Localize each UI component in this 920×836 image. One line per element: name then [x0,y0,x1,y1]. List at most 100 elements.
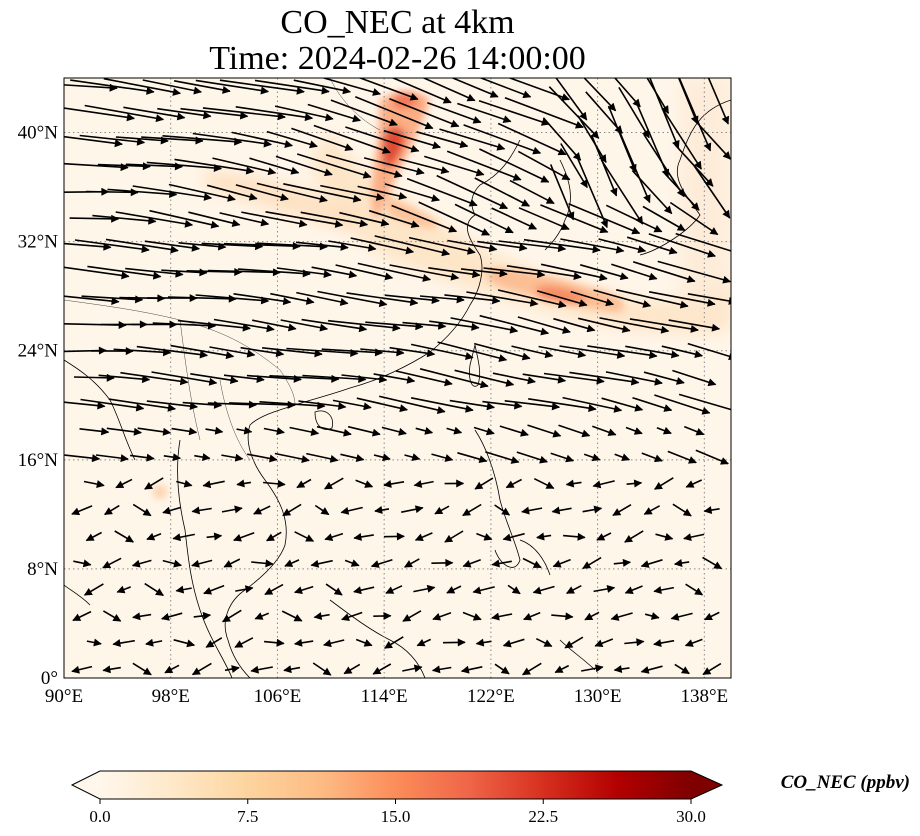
wind-vector-arrow [195,294,270,305]
wind-vector-arrow [340,453,365,462]
wind-vector-arrow [570,290,615,307]
wind-vector-arrow [102,557,122,569]
wind-vector-arrow [569,371,640,386]
wind-vector-arrow [206,532,223,541]
wind-vector-arrow [162,559,182,568]
wind-vector-arrow [372,663,392,675]
lon-tick-label: 106°E [254,686,302,707]
wind-vector-arrow [558,424,591,438]
wind-vector-arrow [219,79,305,95]
wind-vector-arrow [476,532,493,541]
wind-vector-arrow [146,161,222,172]
wind-vector-arrow [617,128,651,204]
wind-vector-arrow [675,232,731,252]
wind-vector-arrow [601,397,644,412]
wind-vector-arrow [129,453,155,462]
wind-vector-arrow [527,424,562,438]
wind-vector-arrow [552,558,571,568]
wind-vector-arrow [212,157,277,176]
plume-east-sea-core [535,286,588,303]
wind-vector-arrow [168,183,236,202]
plume-north-china-core [383,127,405,168]
wind-vector-arrow [491,207,538,230]
wind-vector-arrow [383,480,405,488]
wind-vector-arrow [368,209,420,228]
wind-vector-arrow [548,86,600,139]
wind-vector-arrow [605,371,663,386]
wind-vector-arrow [693,118,731,160]
wind-vector-arrow [678,393,731,411]
wind-vector-arrow [207,268,281,277]
wind-vector-arrow [587,345,658,360]
wind-vector-arrow [685,583,704,596]
lat-tick-labels: 0° 8°N 16°N 24°N 32°N 40°N [18,123,59,689]
wind-vector-arrow [203,584,225,595]
wind-vector-arrow [112,639,135,648]
wind-vector-arrow [522,373,567,384]
wind-vector-arrow [447,239,498,253]
wind-vector-arrow [191,662,212,676]
wind-vector-arrow [402,610,422,622]
wind-vector-arrow [313,612,330,621]
wind-vector-arrow [444,294,501,305]
wind-vector-arrow [535,637,553,648]
wind-vector-arrow [223,242,301,251]
wind-vector-arrow [674,144,714,187]
wind-vector-arrow [466,291,539,307]
wind-vector-arrow [605,204,663,233]
wind-vector-arrow [457,452,488,464]
coast-mindanao [519,539,551,576]
wind-vector-arrow [543,372,605,385]
wind-vector-arrow [450,78,499,98]
wind-vector-arrow [206,184,258,201]
wind-vector-arrow [145,638,163,647]
wind-vector-arrow [332,399,372,411]
wind-vector-arrow [449,399,495,411]
wind-vector-arrow [114,530,134,543]
colorbar-label: CO_NEC (ppbv) [781,772,910,793]
wind-vector-arrow [610,612,633,621]
coast-hainan [314,410,333,430]
wind-vector-arrow [233,532,255,542]
wind-vector-arrow [381,426,407,436]
wind-vector-arrow [373,453,391,462]
wind-vector-arrow [324,532,344,541]
coast-taiwan [469,344,481,387]
coast-japan-korea [639,99,731,256]
wind-vector-arrow [629,318,699,333]
wind-vector-arrow [247,453,278,463]
wind-vector-arrow [538,345,587,359]
wind-vector-arrow [672,369,717,387]
wind-vector-arrow [85,188,139,197]
wind-vector-arrow [402,664,423,673]
wind-vector-arrow [564,636,584,649]
wind-vector-arrow [316,425,352,437]
wind-vector-arrow [106,427,142,436]
wind-vector-arrow [253,505,271,515]
wind-vector-arrow [416,638,432,647]
wind-vector-arrow [667,450,697,464]
wind-vector-arrow [565,584,582,595]
wind-vector-arrow [497,289,567,309]
wind-vector-arrow [144,240,200,252]
wind-vector-arrow [395,370,453,387]
wind-vector-arrow [301,318,368,333]
wind-vector-arrow [263,479,286,488]
wind-vector-arrow [193,611,212,620]
wind-vector-arrow [454,203,514,234]
wind-vector-arrow [640,665,663,674]
wind-vector-arrow [702,556,723,570]
wind-vector-arrow [592,425,617,437]
wind-vector-arrow [431,453,454,462]
wind-vector-arrow [702,662,722,676]
wind-vector-arrow [540,204,609,234]
colorbar-tick-label: 22.5 [528,807,558,826]
wind-vector-arrow [84,104,165,123]
wind-vector-arrow [384,183,440,202]
wind-vector-arrow [662,108,702,170]
wind-vector-arrow [592,480,615,489]
wind-vector-arrow [410,397,474,413]
wind-vector-arrow [648,291,716,307]
wind-vector-arrow [560,238,625,254]
wind-vectors [64,78,731,676]
